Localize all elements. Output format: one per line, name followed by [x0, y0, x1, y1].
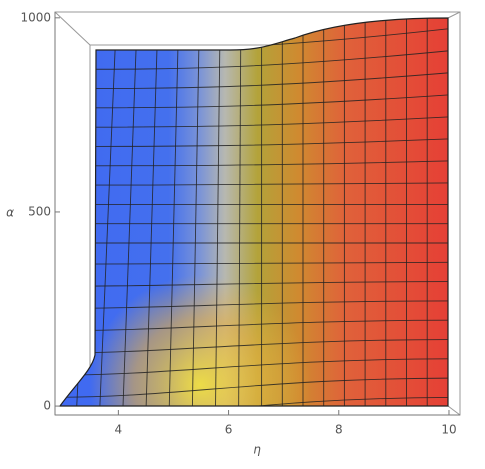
x-tick-label: 4: [115, 423, 123, 437]
mesh-line: [60, 396, 448, 406]
mesh-line: [99, 18, 118, 406]
mesh-line: [60, 261, 448, 265]
mesh-line: [60, 71, 448, 90]
mesh-line: [214, 18, 221, 406]
mesh-line: [60, 115, 448, 128]
mesh-line: [60, 49, 448, 70]
mesh-line: [60, 182, 448, 186]
mesh-line: [60, 93, 448, 109]
mesh-line: [60, 339, 448, 354]
x-tick-label: 8: [335, 423, 343, 437]
y-tick-label: 1000: [20, 10, 51, 24]
x-axis-label: η: [253, 443, 261, 457]
x-tick-label: 10: [441, 423, 456, 437]
mesh-line: [238, 18, 242, 406]
mesh-line: [60, 319, 448, 332]
surface-edge: [58, 17, 449, 407]
surface: [60, 18, 448, 406]
mesh-line: [60, 358, 448, 376]
mesh-line: [145, 18, 159, 406]
mesh-line: [60, 160, 448, 167]
mesh-line: [60, 377, 448, 398]
mesh-line: [168, 18, 180, 406]
mesh-line: [60, 138, 448, 147]
mesh-line: [60, 300, 448, 309]
mesh-line: [75, 18, 97, 406]
y-axis-label: α: [6, 206, 14, 220]
y-tick-label: 0: [43, 399, 51, 413]
x-tick-label: 6: [225, 423, 233, 437]
mesh-line: [122, 18, 138, 406]
mesh-line: [60, 281, 448, 287]
y-tick-label: 500: [28, 204, 51, 218]
